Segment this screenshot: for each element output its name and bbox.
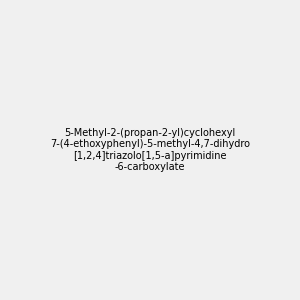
Text: 5-Methyl-2-(propan-2-yl)cyclohexyl
7-(4-ethoxyphenyl)-5-methyl-4,7-dihydro
[1,2,: 5-Methyl-2-(propan-2-yl)cyclohexyl 7-(4-…	[50, 128, 250, 172]
